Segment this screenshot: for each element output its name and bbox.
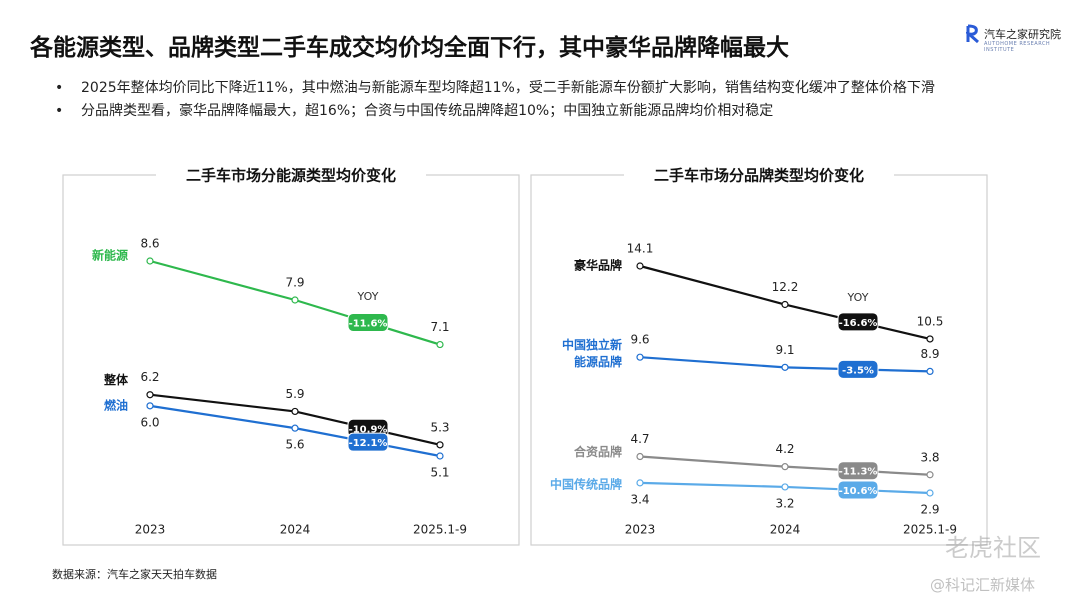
point [291,407,299,416]
yoy-label: -12.1% [349,438,388,449]
point [636,262,644,270]
bullet: 2025年整体均价同比下降近11%，其中燃油与新能源车型均降超11%，受二手新能… [55,78,1005,99]
bullet-list: 2025年整体均价同比下降近11%，其中燃油与新能源车型均降超11%，受二手新能… [55,78,1005,124]
yoy-title: YOY [847,291,869,304]
value-label: 3.4 [630,492,649,506]
point [781,483,789,491]
point [436,441,444,449]
yoy-label: -10.6% [839,486,878,497]
series-name-box: 中国独立新能源品牌 [561,338,622,370]
yoy-label: -3.5% [842,365,874,376]
series-name: 中国独立新能源品牌 [561,338,622,370]
series-name: 中国传统品牌 [550,476,622,491]
point [926,367,934,375]
yoy-badge [837,359,879,379]
yoy-label: -10.9% [349,424,388,435]
value-label: 3.2 [775,496,794,510]
point [146,391,154,399]
watermark: 老虎社区 [945,534,1041,562]
value-label: 4.7 [630,432,649,446]
series-name: 整体 [103,372,129,387]
value-label: 10.5 [917,314,944,328]
panel-title: 二手车市场分品牌类型均价变化 [654,167,864,185]
value-label: 14.1 [627,242,654,256]
point [436,452,444,460]
logo: 汽车之家研究院 [984,28,1061,41]
series-name: 豪华品牌 [574,258,622,273]
value-label: 5.3 [430,420,449,434]
series-name: 燃油 [104,397,128,412]
value-label: 5.6 [285,438,304,452]
logo-sub: AUTOHOME RESEARCH INSTITUTE [984,41,1051,53]
x-tick-label: 2025.1-9 [903,523,957,537]
yoy-label: -11.3% [839,467,878,478]
yoy-label: -11.6% [349,318,388,329]
yoy-label: -16.6% [839,318,878,329]
point [781,463,789,471]
point [926,489,934,497]
value-label: 3.8 [920,450,939,464]
series-name: 合资品牌 [574,444,622,459]
yoy-badge [837,312,879,332]
yoy-badge [347,432,389,452]
point [636,353,644,361]
yoy-badge [347,312,389,332]
point [291,296,299,304]
value-label: 4.2 [775,442,794,456]
value-label: 8.9 [920,347,939,361]
value-label: 6.0 [140,415,159,429]
value-label: 9.1 [775,343,794,357]
value-label: 7.9 [285,276,304,290]
value-label: 8.6 [140,237,159,251]
x-tick-label: 2023 [135,523,166,537]
point [146,257,154,265]
point [436,340,444,349]
point [146,402,154,410]
x-tick-label: 2025.1-9 [413,523,467,537]
point [636,479,644,487]
point [781,300,789,309]
value-label: 7.1 [430,320,449,334]
yoy-badge [837,480,879,500]
point [926,471,934,479]
x-tick-label: 2023 [625,523,656,537]
point [781,363,789,371]
point [291,424,299,432]
panel-title-bg [156,163,426,187]
watermark: @科记汇新媒体 [930,576,1036,594]
x-tick-label: 2024 [280,523,311,537]
value-label: 2.9 [920,503,939,517]
panel-frame [62,174,520,546]
point [636,452,644,461]
slide-title: 各能源类型、品牌类型二手车成交均价均全面下行，其中豪华品牌降幅最大 [30,35,789,61]
bullet: 分品牌类型看，豪华品牌降幅最大，超16%；合资与中国传统品牌降超10%；中国独立… [55,101,1005,122]
value-label: 6.2 [140,370,159,384]
source: 数据来源：汽车之家天天拍车数据 [52,568,217,581]
point [926,335,934,343]
series-name: 新能源 [92,248,128,263]
yoy-badge [837,461,879,481]
yoy-title: YOY [357,290,379,303]
value-label: 12.2 [772,280,799,294]
panel-title: 二手车市场分能源类型均价变化 [186,167,396,185]
value-label: 5.1 [430,466,449,480]
panel-title-bg [624,163,894,187]
value-label: 9.6 [630,333,649,347]
value-label: 5.9 [285,387,304,401]
logo-mark [966,24,979,44]
x-tick-label: 2024 [770,523,801,537]
